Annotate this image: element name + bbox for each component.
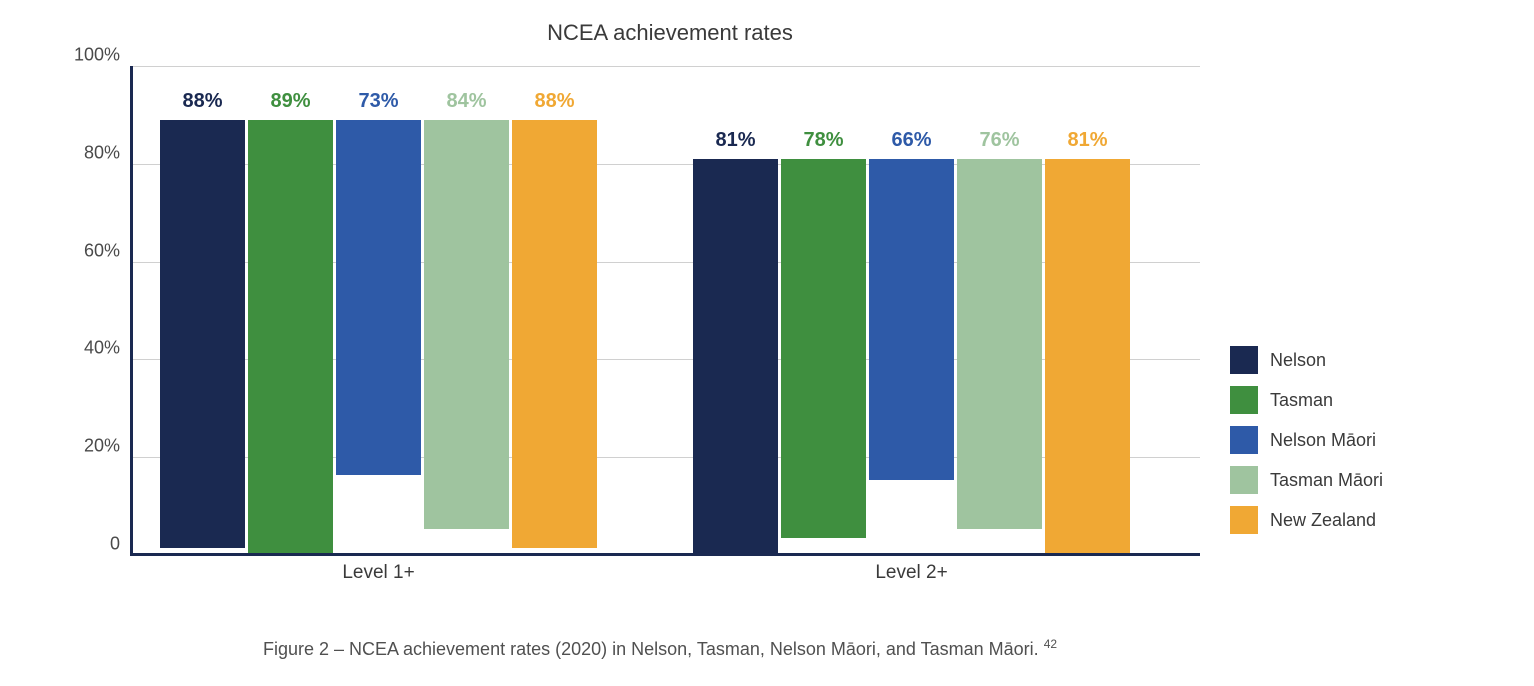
bar-value-label: 88%	[534, 90, 574, 113]
y-tick-100: 100%	[74, 45, 120, 66]
bar-value-label: 81%	[1067, 129, 1107, 152]
x-axis-label: Level 2+	[875, 562, 947, 584]
plot-wrapper: 0 20% 40% 60% 80% 100% 88%89%73%84%88%81…	[60, 66, 1480, 556]
x-axis-labels: Level 1+ Level 2+	[130, 562, 1200, 592]
bar-value-label: 88%	[182, 90, 222, 113]
bar: 81%	[693, 159, 778, 553]
bar-value-label: 89%	[270, 90, 310, 113]
bar: 88%	[160, 120, 245, 549]
plot-area: 0 20% 40% 60% 80% 100% 88%89%73%84%88%81…	[130, 66, 1200, 556]
bar: 89%	[248, 120, 333, 553]
x-axis-label: Level 1+	[342, 562, 414, 584]
legend-label: Tasman	[1270, 390, 1333, 411]
bar-group: 88%89%73%84%88%	[160, 120, 597, 553]
bar: 78%	[781, 159, 866, 539]
bar: 76%	[957, 159, 1042, 529]
legend-swatch	[1230, 466, 1258, 494]
legend-label: Nelson Māori	[1270, 430, 1376, 451]
legend-label: Nelson	[1270, 350, 1326, 371]
legend-swatch	[1230, 346, 1258, 374]
legend-swatch	[1230, 426, 1258, 454]
chart-container: NCEA achievement rates 0 20% 40% 60% 80%…	[60, 20, 1480, 660]
bar-value-label: 73%	[358, 90, 398, 113]
bar-group: 81%78%66%76%81%	[693, 159, 1130, 553]
y-axis-line	[130, 66, 133, 556]
y-tick-60: 60%	[84, 241, 120, 262]
y-tick-20: 20%	[84, 436, 120, 457]
legend-label: New Zealand	[1270, 510, 1376, 531]
bar-value-label: 81%	[715, 129, 755, 152]
bar: 66%	[869, 159, 954, 480]
x-axis-line	[130, 553, 1200, 556]
bar: 88%	[512, 120, 597, 549]
bar-value-label: 66%	[891, 129, 931, 152]
bar: 73%	[336, 120, 421, 476]
bar-value-label: 76%	[979, 129, 1019, 152]
legend-item: Tasman Māori	[1230, 466, 1383, 494]
legend: Nelson Tasman Nelson Māori Tasman Māori New …	[1230, 346, 1383, 534]
caption-footnote: 42	[1044, 637, 1057, 651]
chart-title: NCEA achievement rates	[0, 20, 1480, 46]
legend-item: Nelson	[1230, 346, 1383, 374]
y-tick-0: 0	[110, 534, 120, 555]
legend-swatch	[1230, 386, 1258, 414]
legend-label: Tasman Māori	[1270, 470, 1383, 491]
legend-swatch	[1230, 506, 1258, 534]
y-tick-80: 80%	[84, 143, 120, 164]
legend-item: Tasman	[1230, 386, 1383, 414]
bar: 84%	[424, 120, 509, 529]
y-tick-40: 40%	[84, 338, 120, 359]
legend-item: Nelson Māori	[1230, 426, 1383, 454]
caption-text: Figure 2 – NCEA achievement rates (2020)…	[263, 639, 1039, 659]
bar: 81%	[1045, 159, 1130, 553]
legend-item: New Zealand	[1230, 506, 1383, 534]
figure-caption: Figure 2 – NCEA achievement rates (2020)…	[0, 637, 1370, 660]
bars-region: 88%89%73%84%88%81%78%66%76%81%	[130, 66, 1200, 553]
bar-value-label: 84%	[446, 90, 486, 113]
y-axis: 0 20% 40% 60% 80% 100%	[60, 66, 130, 556]
bar-value-label: 78%	[803, 129, 843, 152]
